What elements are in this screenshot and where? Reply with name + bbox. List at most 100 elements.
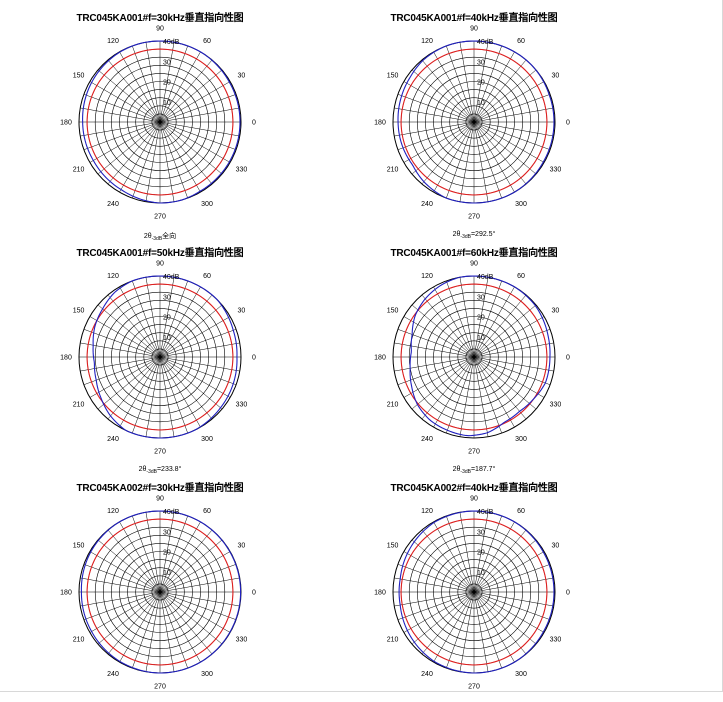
angle-label: 120 bbox=[107, 38, 119, 45]
grid-spoke bbox=[119, 521, 161, 593]
grid-spoke bbox=[159, 591, 175, 672]
grid-spoke bbox=[473, 121, 554, 137]
grid-spoke bbox=[159, 121, 175, 202]
angle-label: 210 bbox=[387, 402, 399, 409]
angle-label: 300 bbox=[515, 436, 527, 443]
angle-label: 150 bbox=[387, 73, 399, 80]
grid-spoke bbox=[159, 342, 240, 358]
grid-spoke bbox=[403, 551, 475, 593]
radial-tick-label: 10 bbox=[477, 570, 485, 577]
angle-label: 180 bbox=[60, 355, 72, 362]
grid-spoke bbox=[159, 51, 201, 123]
grid-spoke bbox=[97, 121, 161, 175]
grid-spoke bbox=[159, 577, 240, 593]
grid-spoke bbox=[394, 577, 475, 593]
angle-label: 150 bbox=[73, 73, 85, 80]
grid-spoke bbox=[159, 316, 231, 358]
grid-spoke bbox=[446, 280, 475, 358]
angle-label: 210 bbox=[387, 167, 399, 174]
grid-spoke bbox=[459, 512, 475, 593]
radial-tick-label: 30 bbox=[477, 529, 485, 536]
grid-spoke bbox=[97, 591, 161, 645]
series-line-blue bbox=[397, 40, 555, 204]
angle-label: 30 bbox=[552, 543, 560, 550]
grid-spoke bbox=[411, 121, 475, 175]
angle-label: 90 bbox=[470, 26, 478, 33]
grid-spoke bbox=[403, 121, 475, 163]
radial-tick-label: 40dB bbox=[163, 509, 180, 516]
grid-spoke bbox=[473, 564, 551, 593]
grid-spoke bbox=[421, 121, 475, 185]
angle-label: 60 bbox=[517, 38, 525, 45]
grid-spoke bbox=[473, 356, 502, 434]
grid-spoke bbox=[80, 107, 161, 123]
grid-spoke bbox=[473, 539, 537, 593]
radial-tick-label: 30 bbox=[477, 59, 485, 66]
grid-spoke bbox=[473, 121, 551, 150]
grid-spoke bbox=[97, 69, 161, 123]
angle-label: 270 bbox=[468, 449, 480, 456]
grid-spoke bbox=[473, 45, 502, 123]
grid-spoke bbox=[159, 591, 223, 645]
grid-spoke bbox=[473, 591, 515, 663]
grid-spoke bbox=[446, 591, 475, 669]
angle-label: 0 bbox=[566, 590, 570, 597]
radial-tick-label: 30 bbox=[477, 294, 485, 301]
grid-spoke bbox=[132, 356, 161, 434]
grid-spoke bbox=[159, 356, 240, 372]
angle-label: 30 bbox=[552, 73, 560, 80]
grid-spoke bbox=[119, 121, 161, 193]
angle-label: 300 bbox=[201, 201, 213, 208]
angle-label: 60 bbox=[517, 273, 525, 280]
radial-tick-label: 20 bbox=[477, 315, 485, 322]
angle-label: 270 bbox=[154, 449, 166, 456]
grid-spoke bbox=[473, 94, 551, 123]
angle-label: 150 bbox=[387, 543, 399, 550]
angle-label: 240 bbox=[107, 671, 119, 678]
grid-spoke bbox=[159, 59, 213, 123]
angle-label: 120 bbox=[421, 273, 433, 280]
grid-spoke bbox=[159, 329, 237, 358]
grid-spoke bbox=[159, 512, 175, 593]
angle-label: 180 bbox=[60, 590, 72, 597]
radial-tick-label: 20 bbox=[163, 315, 171, 322]
polar-chart: 0 30 60 90 120 150 180 210 240 270 300 330 10 20 30 40d… bbox=[374, 496, 570, 691]
grid-spoke bbox=[132, 515, 161, 593]
grid-spoke bbox=[159, 277, 175, 358]
grid-spoke bbox=[159, 107, 240, 123]
angle-label: 60 bbox=[203, 273, 211, 280]
angle-label: 210 bbox=[73, 167, 85, 174]
grid-spoke bbox=[473, 512, 489, 593]
caption-subscript: -3dB bbox=[146, 469, 157, 475]
caption-prefix: 2θ bbox=[452, 231, 461, 238]
grid-spoke bbox=[446, 515, 475, 593]
grid-spoke bbox=[473, 591, 489, 672]
grid-spoke bbox=[159, 81, 231, 123]
chart-title: TRC045KA001#f=50kHz垂直指向性图 bbox=[76, 248, 244, 259]
chart-title: TRC045KA002#f=30kHz垂直指向性图 bbox=[76, 483, 244, 494]
grid-spoke bbox=[394, 107, 475, 123]
grid-spoke bbox=[83, 329, 161, 358]
grid-spoke bbox=[159, 294, 213, 358]
grid-spoke bbox=[473, 521, 515, 593]
grid-spoke bbox=[107, 121, 161, 185]
grid-spoke bbox=[411, 304, 475, 358]
grid-spoke bbox=[132, 280, 161, 358]
grid-spoke bbox=[89, 356, 161, 398]
grid-spoke bbox=[145, 277, 161, 358]
grid-spoke bbox=[145, 356, 161, 437]
grid-spoke bbox=[159, 539, 223, 593]
grid-spoke bbox=[473, 280, 502, 358]
polar-chart-panel: TRC045KA001#f=30kHz垂直指向性图 0 30 60 90 120 150 1… bbox=[5, 0, 315, 242]
grid-spoke bbox=[159, 356, 213, 420]
grid-spoke bbox=[473, 121, 527, 185]
angle-label: 210 bbox=[73, 402, 85, 409]
angle-label: 150 bbox=[73, 308, 85, 315]
angle-label: 150 bbox=[387, 308, 399, 315]
angle-label: 330 bbox=[236, 167, 248, 174]
angle-label: 210 bbox=[387, 637, 399, 644]
radial-tick-label: 30 bbox=[163, 529, 171, 536]
grid-spoke bbox=[159, 591, 201, 663]
chart-title: TRC045KA002#f=40kHz垂直指向性图 bbox=[390, 483, 558, 494]
angle-label: 90 bbox=[156, 496, 164, 503]
